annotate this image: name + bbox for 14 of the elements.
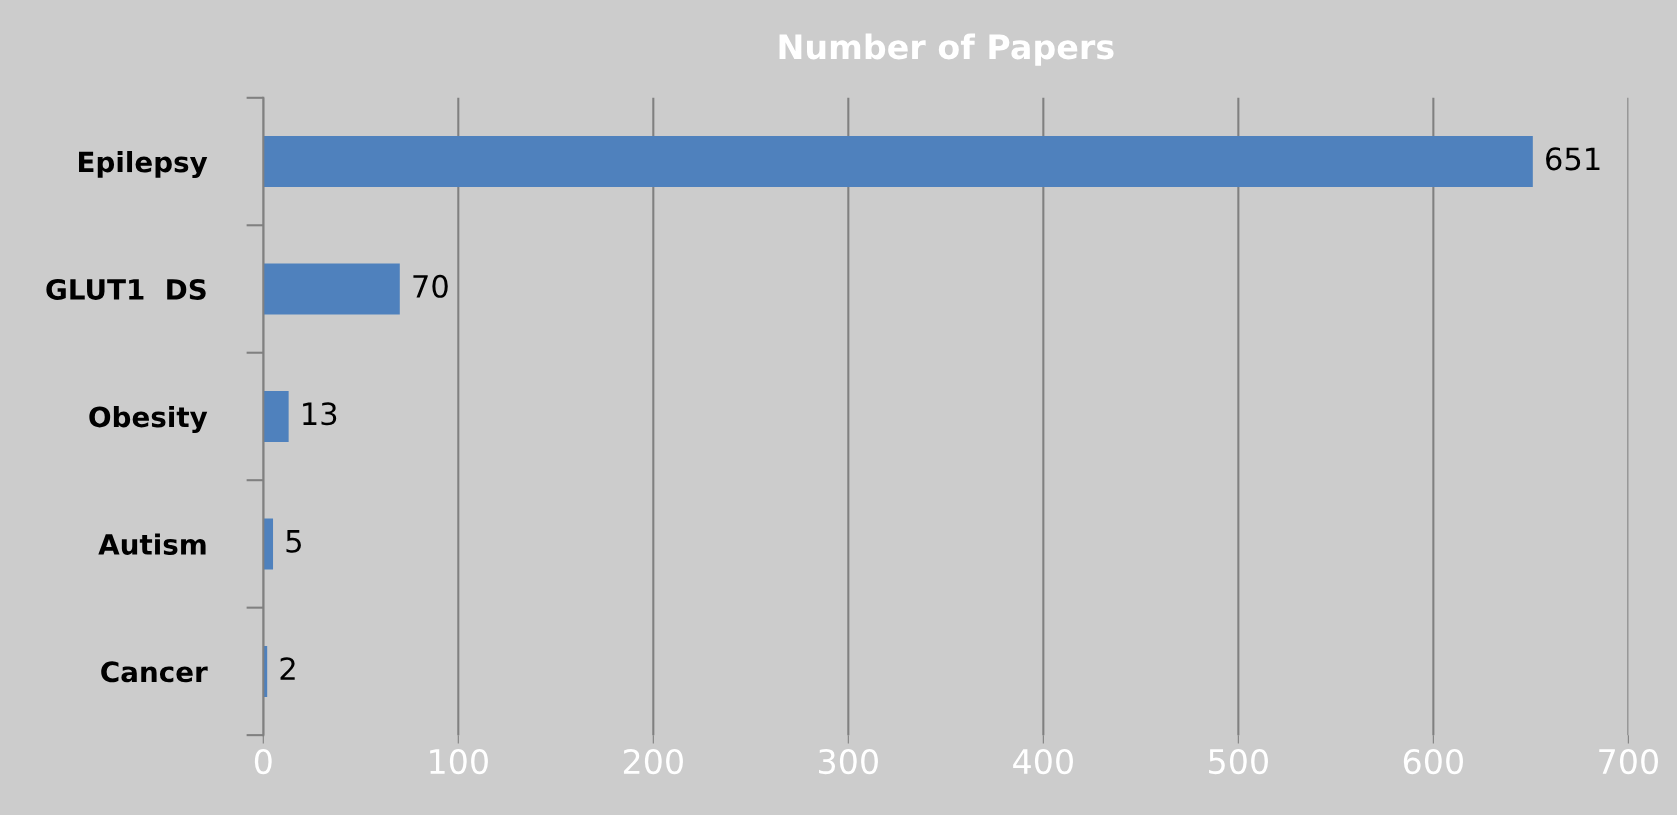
y-tick-label: Epilepsy [79,150,208,179]
y-tick-label: GLUT1 DS [46,278,206,300]
data-label: 13 [303,402,337,426]
data-label: 651 [1546,147,1600,171]
bar [263,390,289,442]
data-label: 2 [280,657,295,680]
y-tick-label: Cancer [101,661,208,683]
bar [263,518,274,570]
data-label: 5 [286,530,301,553]
data-label: 70 [413,274,448,298]
bar [263,263,400,315]
y-tick-label: Obesity [89,405,208,434]
y-tick-label: Autism [98,533,206,555]
bar [263,136,1533,188]
